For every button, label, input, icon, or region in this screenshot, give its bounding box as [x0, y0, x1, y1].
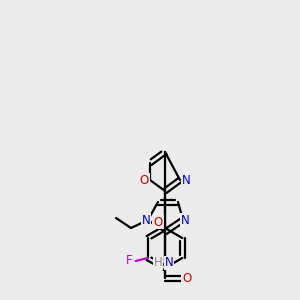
- Text: O: O: [153, 215, 163, 229]
- Text: F: F: [126, 254, 133, 268]
- Text: H: H: [154, 256, 162, 269]
- Text: N: N: [142, 214, 150, 226]
- Text: N: N: [182, 173, 190, 187]
- Text: N: N: [181, 214, 189, 226]
- Text: N: N: [165, 256, 173, 269]
- Text: O: O: [140, 173, 148, 187]
- Text: O: O: [182, 272, 192, 284]
